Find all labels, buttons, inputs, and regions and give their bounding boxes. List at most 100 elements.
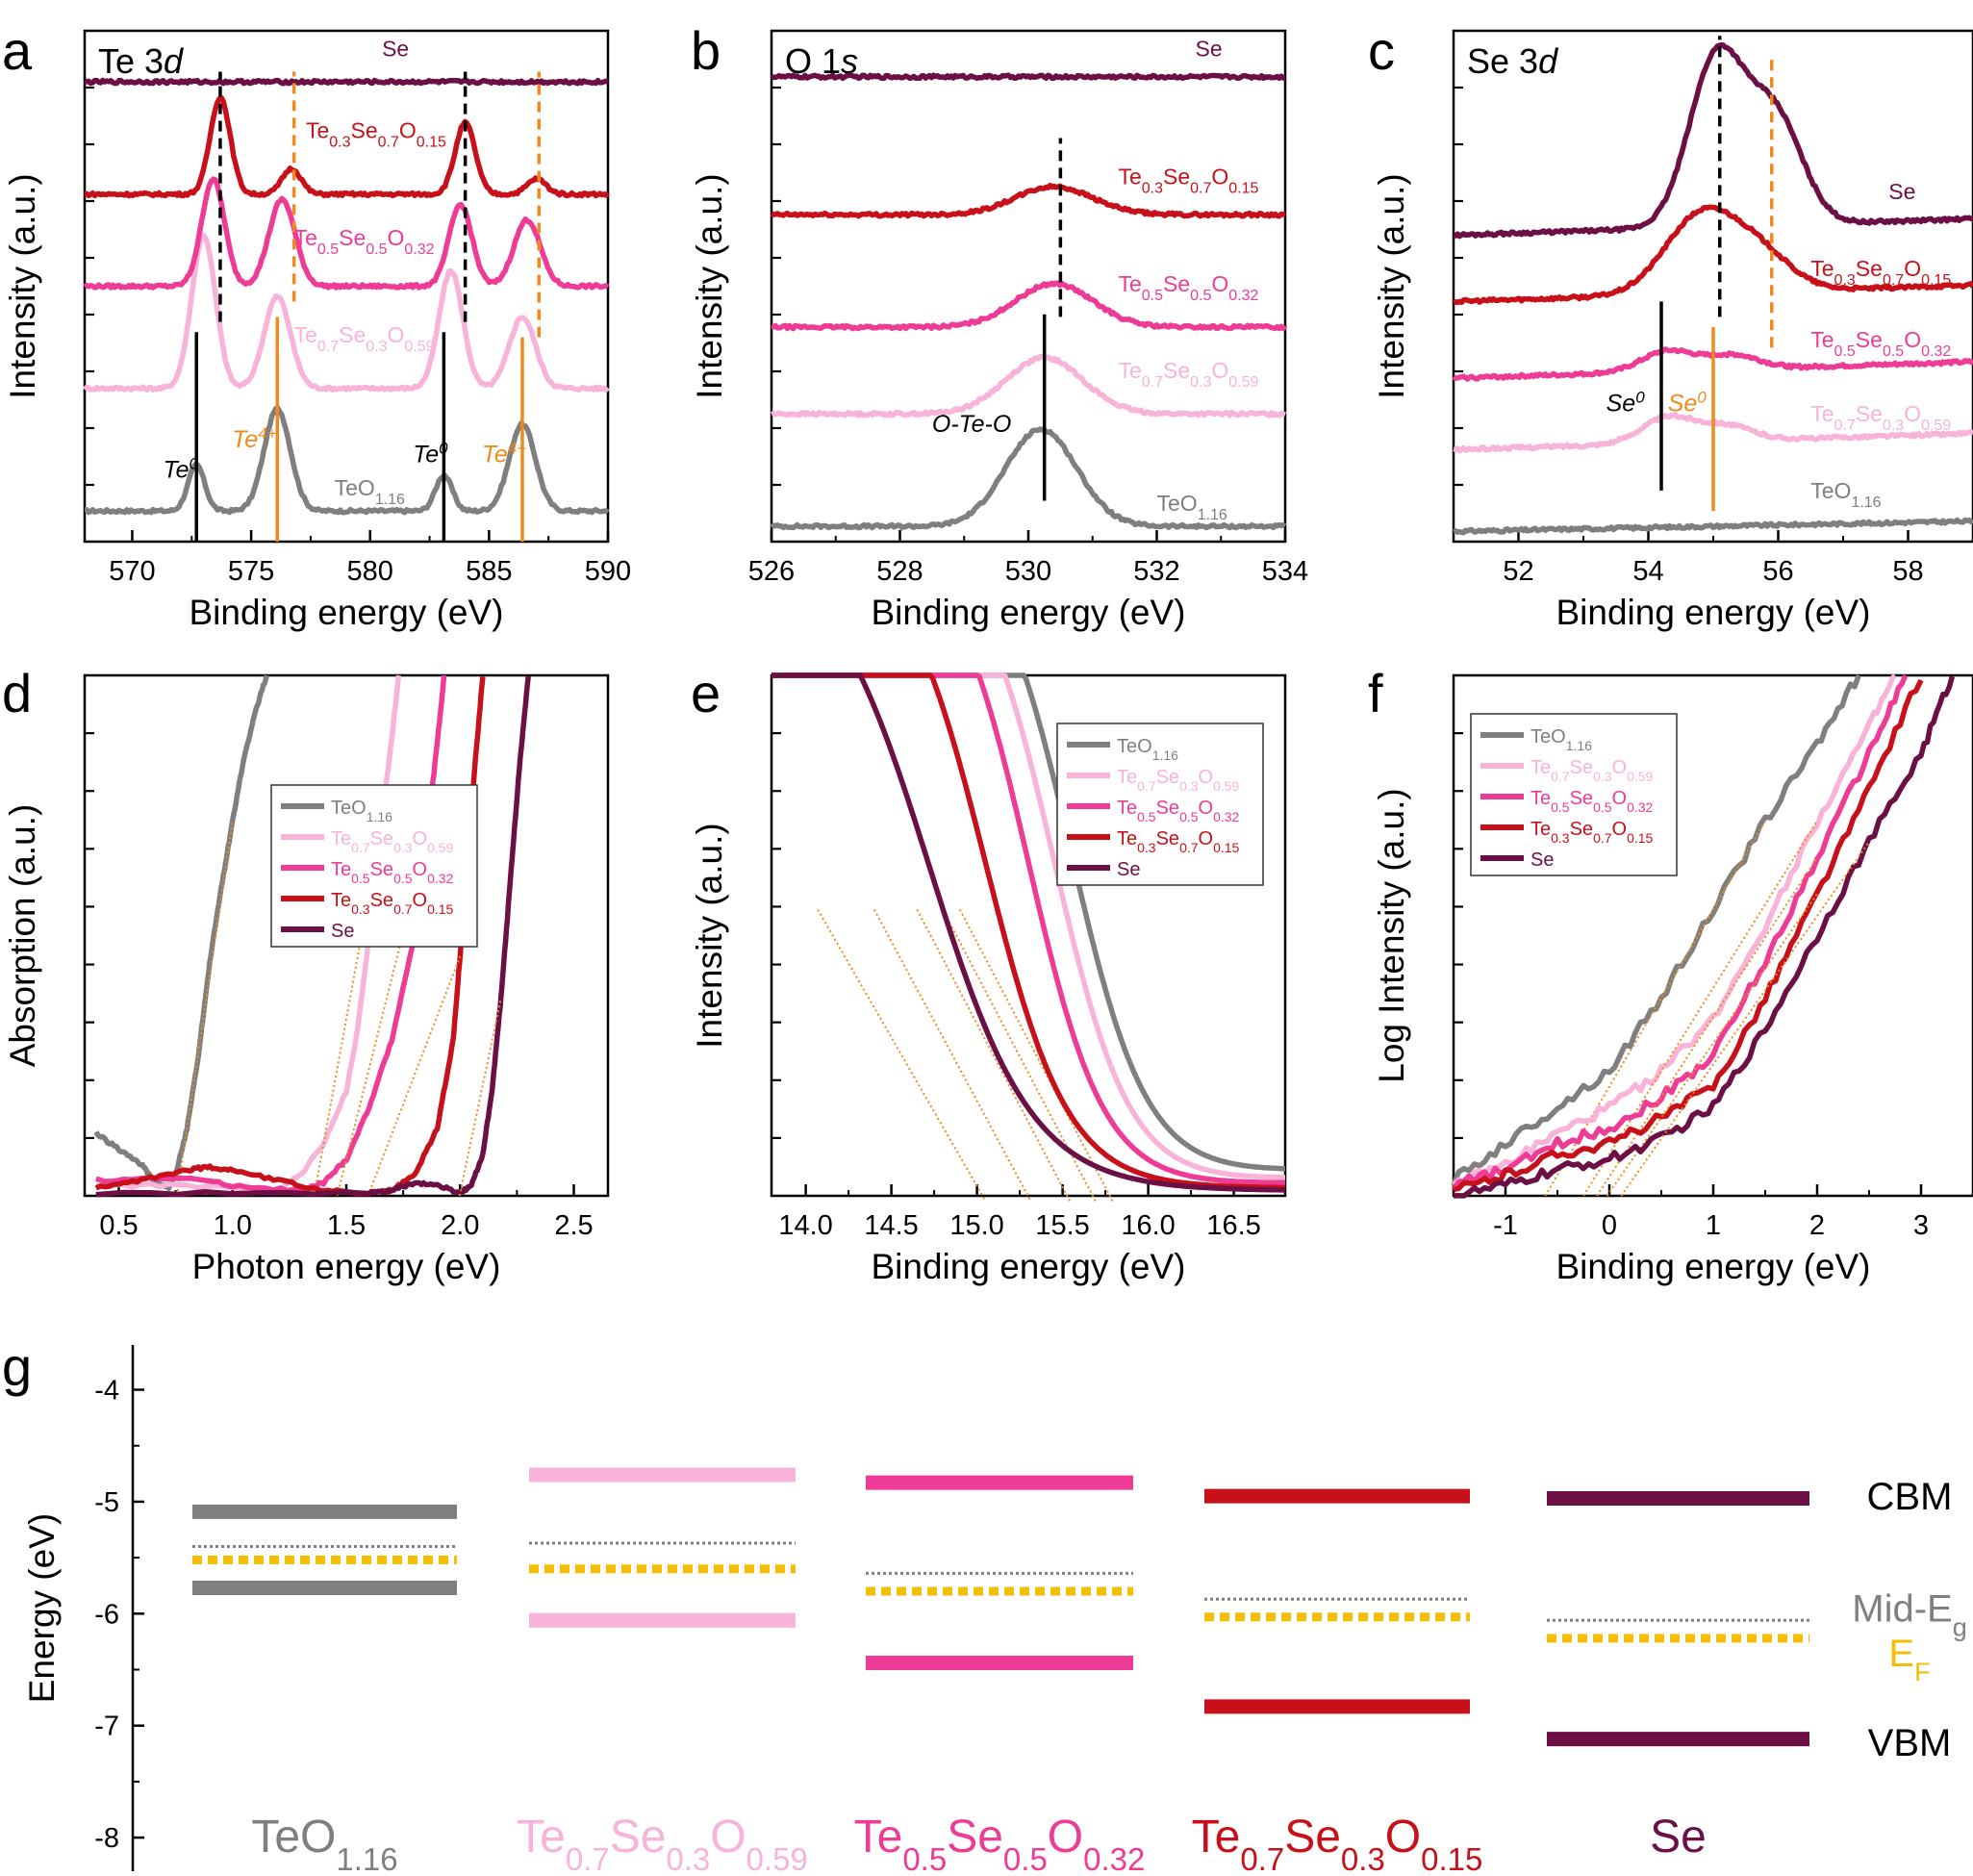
level-label-vbm: VBM (1868, 1722, 1952, 1764)
curve-label-Te07: Te0.7Se0.3O0.59 (294, 322, 435, 355)
annotation-te4: Te4+ (482, 439, 526, 469)
spectrum-line-Te03 (84, 95, 611, 199)
curve-label-Te03: Te0.3Se0.7O0.15 (1810, 256, 1951, 289)
x-tick-label-a: 590 (585, 556, 631, 587)
curve-label-Te03: Te0.3Se0.7O0.15 (306, 118, 446, 151)
annotation-te4: Te4+ (232, 423, 276, 453)
y-tick-label-g: -4 (94, 1376, 119, 1407)
panel-d: d 0.5 1.0 1.5 2.0 2.5 Photon energy (eV) Absor… (2, 663, 610, 1286)
linear-fit-line-Se (817, 908, 987, 1202)
x-tick-label-f: -1 (1493, 1210, 1518, 1241)
panel-letter-c: c (1368, 20, 1395, 81)
panel-c: c 52 54 56 58 Binding energy (eV) Intensity (… (1368, 20, 1973, 632)
curve-label-Te05: Te0.5Se0.5O0.32 (1118, 271, 1258, 304)
x-tick-label-b: 532 (1133, 556, 1179, 587)
y-tick-label-g: -6 (94, 1599, 119, 1630)
spectrum-line-Te03 (1453, 204, 1973, 306)
y-axis-title-d: Absorption (a.u.) (3, 804, 42, 1068)
x-tick-label-f: 2 (1809, 1210, 1825, 1241)
x-tick-label-e: 16.0 (1121, 1210, 1175, 1241)
linear-fit-line-Te05 (916, 908, 1071, 1202)
panel-e: e 14.0 14.5 15.0 15.5 16.0 16.5 Binding energy… (690, 663, 1287, 1286)
panel-f: f -1 0 1 2 3 Binding energy (eV) Log Intensity… (1368, 663, 1973, 1286)
legend-label-Te03: Te0.3Se0.7O0.15 (331, 890, 454, 917)
panel-g: g -4 -5 -6 -7 -8 Energy (eV) TeO1.16 Te0.7Se0.3… (2, 1336, 1967, 1876)
x-tick-label-c: 54 (1632, 556, 1663, 587)
x-tick-label-f: 1 (1706, 1210, 1721, 1241)
panel-letter-e: e (691, 663, 721, 723)
plot-frame-e (770, 673, 1287, 1198)
x-axis-title-a: Binding energy (eV) (189, 593, 503, 632)
data-line-Te05 (1451, 673, 1909, 1192)
linear-fit-line-TeO (958, 908, 1114, 1202)
x-tick-label-a: 585 (466, 556, 512, 587)
x-axis-title-b: Binding energy (eV) (871, 593, 1185, 632)
annotation-se0: Se0 (1606, 388, 1646, 418)
level-label-cbm: CBM (1867, 1476, 1953, 1518)
legend-label-TeO: TeO1.16 (1530, 726, 1592, 753)
data-line-Te03 (1453, 678, 1924, 1193)
x-tick-label-d: 2.5 (554, 1210, 593, 1241)
panel-letter-g: g (2, 1336, 32, 1397)
curve-label-Se: Se (1196, 37, 1223, 62)
level-label-ef: EF (1888, 1633, 1930, 1686)
x-tick-label-a: 570 (109, 556, 155, 587)
spectrum-line-Te05 (771, 280, 1288, 332)
y-axis-title-e: Intensity (a.u.) (690, 823, 729, 1048)
legend-label-Se: Se (331, 921, 354, 942)
data-line-TeO (93, 674, 269, 1192)
spectrum-line-TeO (1453, 517, 1973, 536)
panel-a: a 570 575 580 585 590 Binding energy (eV) Inte… (2, 20, 631, 632)
x-tick-label-b: 534 (1262, 556, 1308, 587)
curve-label-Te07: Te0.7Se0.3O0.59 (1810, 401, 1951, 434)
x-tick-label-e: 14.0 (778, 1210, 832, 1241)
x-tick-label-e: 15.5 (1035, 1210, 1089, 1241)
spectrum-line-Se (83, 77, 609, 87)
y-axis-title-b: Intensity (a.u.) (690, 173, 729, 398)
legend-label-Se: Se (1530, 849, 1554, 871)
legend-label-Te05: Te0.5Se0.5O0.32 (1530, 788, 1654, 815)
linear-fit-line-Te03 (1606, 893, 1818, 1197)
curve-label-Se: Se (382, 37, 409, 62)
x-tick-label-a: 575 (228, 556, 274, 587)
material-label-Se: Se (1650, 1812, 1707, 1863)
y-axis-title-a: Intensity (a.u.) (3, 173, 42, 398)
linear-fit-line-Te07 (1582, 820, 1818, 1197)
curve-label-TeO: TeO1.16 (1810, 478, 1881, 511)
x-tick-label-d: 0.5 (99, 1210, 138, 1241)
x-tick-label-a: 580 (347, 556, 393, 587)
curve-label-Te05: Te0.5Se0.5O0.32 (294, 225, 435, 258)
legend-label-Se: Se (1117, 859, 1140, 880)
data-line-Se (771, 672, 1285, 1193)
x-tick-label-f: 3 (1913, 1210, 1929, 1241)
x-tick-label-d: 1.0 (214, 1210, 252, 1241)
x-axis-title-f: Binding energy (eV) (1556, 1247, 1870, 1286)
legend-label-Te03: Te0.3Se0.7O0.15 (1530, 819, 1654, 846)
linear-fit-line-Te07 (942, 908, 1097, 1202)
data-line-Se (1453, 675, 1956, 1199)
legend-label-Te07: Te0.7Se0.3O0.59 (1117, 767, 1240, 794)
linear-fit-line-Se (458, 998, 502, 1197)
curve-label-Te07: Te0.7Se0.3O0.59 (1118, 358, 1258, 391)
panel-letter-d: d (2, 663, 32, 723)
plot-title-a: Te 3d (98, 41, 184, 81)
legend-label-Te07: Te0.7Se0.3O0.59 (1530, 757, 1654, 784)
spectrum-line-Te03 (770, 182, 1286, 219)
linear-fit-line-Se (1620, 841, 1870, 1197)
y-axis-title-g: Energy (eV) (22, 1513, 62, 1703)
spectrum-line-TeO (770, 426, 1287, 531)
panel-letter-f: f (1368, 663, 1383, 723)
y-tick-label-g: -8 (94, 1823, 119, 1854)
y-tick-label-g: -5 (94, 1487, 119, 1518)
x-tick-label-c: 58 (1892, 556, 1923, 587)
x-tick-label-b: 530 (1005, 556, 1051, 587)
x-axis-title-d: Photon energy (eV) (192, 1247, 501, 1286)
legend-label-TeO: TeO1.16 (331, 798, 392, 824)
annotation-se0: Se0 (1668, 388, 1707, 418)
plot-title-c: Se 3d (1467, 41, 1558, 81)
y-axis-title-f: Log Intensity (a.u.) (1372, 788, 1411, 1082)
curve-label-TeO: TeO1.16 (1157, 491, 1227, 523)
x-tick-label-c: 52 (1503, 556, 1533, 587)
data-line-Se (95, 675, 531, 1198)
